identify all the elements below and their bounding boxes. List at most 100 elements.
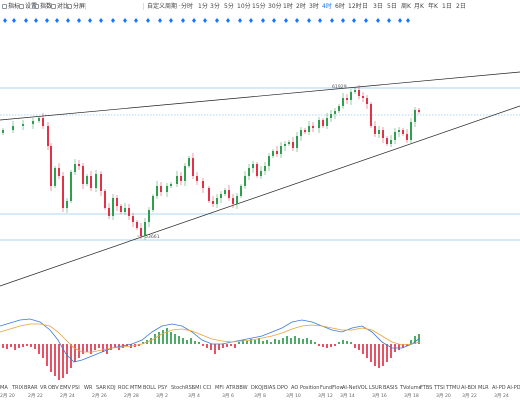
lower-trendline[interactable] [0,105,520,287]
event-marker-icon[interactable] [215,18,219,23]
timeframe-tab[interactable]: 2时 [296,3,306,10]
timeframe-tab[interactable]: 10分 [237,3,251,10]
candlestick[interactable] [378,130,380,134]
event-marker-icon[interactable] [352,18,356,23]
indicator-tab[interactable]: TRIX [11,385,24,391]
candlestick[interactable] [12,126,14,130]
timeframe-tab[interactable]: 3分 [210,3,220,10]
timeframe-tab[interactable]: 1日 [442,3,452,10]
event-marker-icon[interactable] [77,18,81,23]
candlestick[interactable] [128,208,130,216]
candlestick[interactable] [318,120,320,128]
candlestick[interactable] [292,142,294,148]
candlestick[interactable] [398,130,400,132]
candlestick[interactable] [240,186,242,196]
candlestick[interactable] [406,134,408,140]
candlestick[interactable] [188,158,190,166]
candlestick[interactable] [140,228,142,236]
indicator-tab[interactable]: MLR [478,385,489,391]
candlestick[interactable] [374,126,376,134]
candlestick[interactable] [120,206,122,212]
indicator-tab[interactable]: TTMU [445,385,460,391]
candlestick[interactable] [184,166,186,181]
timeframe-tab[interactable]: 30分 [268,3,282,10]
candlestick[interactable] [252,164,254,168]
timeframe-tab[interactable]: 1时 [283,3,293,10]
timeframe-tab[interactable]: 12时 [348,3,362,10]
indicator-tab[interactable]: OBV [48,385,59,391]
indicator-tab[interactable]: BBW [236,385,248,391]
tool-split-screen[interactable]: 分屏 [67,0,85,13]
timeframe-tab[interactable]: 15分 [252,3,266,10]
candlestick[interactable] [390,140,392,144]
candlestick[interactable] [300,130,302,136]
indicator-tab[interactable]: AI-NetVOL [342,385,368,391]
event-marker-icon[interactable] [272,18,276,23]
candlestick[interactable] [112,198,114,216]
event-marker-icon[interactable] [376,18,380,23]
candlestick-chart[interactable]: 61929 53661 [0,26,520,380]
event-marker-icon[interactable] [55,18,59,23]
indicator-panel[interactable] [0,318,421,380]
candlestick[interactable] [176,176,178,184]
event-marker-icon[interactable] [123,18,127,23]
candlestick[interactable] [308,126,310,132]
indicator-tab[interactable]: CCI [203,385,211,391]
tool-index[interactable]: 指数 [34,0,52,13]
candlestick[interactable] [38,118,40,121]
event-marker-icon[interactable] [34,18,38,23]
candlestick[interactable] [366,98,368,104]
timeframe-tab[interactable]: 1分 [198,3,208,10]
candlestick[interactable] [160,186,162,192]
candlestick[interactable] [132,216,134,222]
candlestick[interactable] [148,210,150,222]
indicator-tab[interactable]: LSUR [369,385,383,391]
candlestick[interactable] [342,98,344,106]
candlestick[interactable] [354,90,356,92]
candlestick[interactable] [136,222,138,228]
candlestick[interactable] [382,130,384,138]
indicator-tab[interactable]: MTM [130,385,142,391]
candlestick[interactable] [394,132,396,140]
candlestick[interactable] [228,190,230,198]
candlestick[interactable] [152,196,154,210]
indicator-tab[interactable]: AO [291,385,298,391]
candlestick[interactable] [144,222,146,236]
candlestick[interactable] [180,176,182,181]
candlestick[interactable] [32,121,34,124]
candlestick[interactable] [166,186,168,192]
candlestick[interactable] [326,118,328,126]
indicator-tab[interactable]: AI-PD [492,385,506,391]
candlestick[interactable] [410,122,412,140]
indicator-tab[interactable]: VR [40,385,47,391]
event-marker-icon[interactable] [3,18,7,23]
candlestick[interactable] [220,194,222,198]
indicator-tab[interactable]: ATR [226,385,236,391]
candlestick[interactable] [212,201,214,204]
event-marker-icon[interactable] [134,18,138,23]
candlestick[interactable] [196,176,198,181]
candlestick[interactable] [124,208,126,212]
candlestick[interactable] [288,142,290,144]
timeframe-tab[interactable]: 3日 [373,3,383,10]
event-marker-icon[interactable] [24,18,28,23]
candlestick[interactable] [248,168,250,176]
tool-compare[interactable]: 对比 [51,0,69,13]
indicator-tab[interactable]: BRAR [24,385,38,391]
candlestick[interactable] [224,190,226,194]
indicator-tab[interactable]: BIAS [264,385,276,391]
candlestick[interactable] [2,130,4,133]
candlestick[interactable] [108,208,110,216]
candlestick[interactable] [78,164,80,166]
indicator-tab[interactable]: DKQJ [251,385,264,391]
event-marker-icon[interactable] [146,18,150,23]
candlestick[interactable] [260,171,262,176]
indicator-tab[interactable]: AI-PD [507,385,520,391]
event-marker-icon[interactable] [181,18,185,23]
event-marker-icon[interactable] [364,18,368,23]
event-marker-icon[interactable] [111,18,115,23]
timeframe-tab[interactable]: 年K [428,3,438,10]
event-marker-icon[interactable] [406,18,410,23]
indicator-tab[interactable]: TVolume [399,385,422,391]
timeframe-tab[interactable]: 6时 [335,3,345,10]
